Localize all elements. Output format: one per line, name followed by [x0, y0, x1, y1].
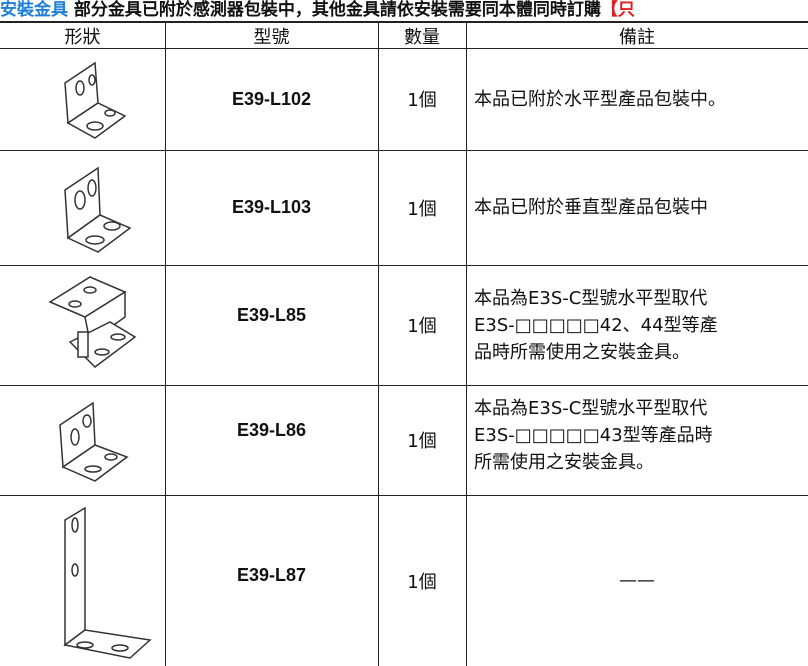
rule — [0, 495, 808, 496]
model: E39-L86 — [236, 419, 307, 440]
rule — [0, 48, 808, 49]
header-text: 部分金具已附於感測器包裝中，其他金具請依安裝需要同本體同時訂購 — [73, 0, 601, 20]
note-line: 本品已附於水平型產品包裝中。 — [474, 88, 726, 110]
note-line: 本品為E3S-C型號水平型取代 — [474, 397, 708, 419]
rule — [0, 385, 808, 386]
header: 安裝金具 部分金具已附於感測器包裝中，其他金具請依安裝需要同本體同時訂購【只 — [0, 0, 635, 20]
header-label: 安裝金具 — [0, 0, 68, 20]
column-header: 數量 — [404, 26, 440, 48]
note-line: —— — [619, 570, 655, 591]
column-header: 形狀 — [64, 26, 101, 48]
note: 本品已附於水平型產品包裝中。 — [466, 48, 808, 150]
note: 本品為E3S-C型號水平型取代 E3S-□□□□□42、44型等產 品時所需使用之安… — [466, 265, 808, 385]
note-line: E3S-□□□□□42、44型等產 — [474, 314, 718, 336]
rule — [0, 150, 808, 151]
column-header: 型號 — [253, 26, 290, 48]
qty: 1個 — [407, 431, 437, 452]
model: E39-L103 — [231, 197, 312, 217]
note: 本品為E3S-C型號水平型取代 E3S-□□□□□43型等產品時 所需使用之安裝金具… — [466, 385, 808, 485]
note: —— — [466, 495, 808, 666]
qty: 1個 — [407, 571, 437, 593]
column-header: 備註 — [619, 26, 655, 48]
qty: 1個 — [407, 316, 437, 337]
model: E39-L102 — [231, 88, 312, 109]
rule — [466, 22, 467, 666]
model: E39-L87 — [236, 564, 307, 585]
model: E39-L85 — [236, 304, 307, 325]
note-line: E3S-□□□□□43型等產品時 — [474, 424, 713, 446]
qty: 1個 — [407, 90, 437, 111]
bracket-icon — [64, 61, 127, 139]
bracket-icon — [64, 166, 132, 253]
qty: 1個 — [407, 198, 437, 220]
note-line: 所需使用之安裝金具。 — [474, 451, 654, 473]
rule — [165, 22, 166, 666]
rule — [0, 21, 808, 23]
note-line: 本品為E3S-C型號水平型取代 — [474, 287, 708, 309]
rule — [378, 22, 379, 666]
note: 本品已附於垂直型產品包裝中 — [466, 150, 808, 265]
bracket-icon — [63, 506, 152, 659]
bracket-icon — [59, 401, 129, 482]
bracket-icon — [48, 276, 137, 368]
note-line: 品時所需使用之安裝金具。 — [474, 341, 690, 363]
note-line: 本品已附於垂直型產品包裝中 — [474, 197, 708, 218]
header-note: 【只 — [600, 0, 635, 20]
rule — [0, 265, 808, 266]
